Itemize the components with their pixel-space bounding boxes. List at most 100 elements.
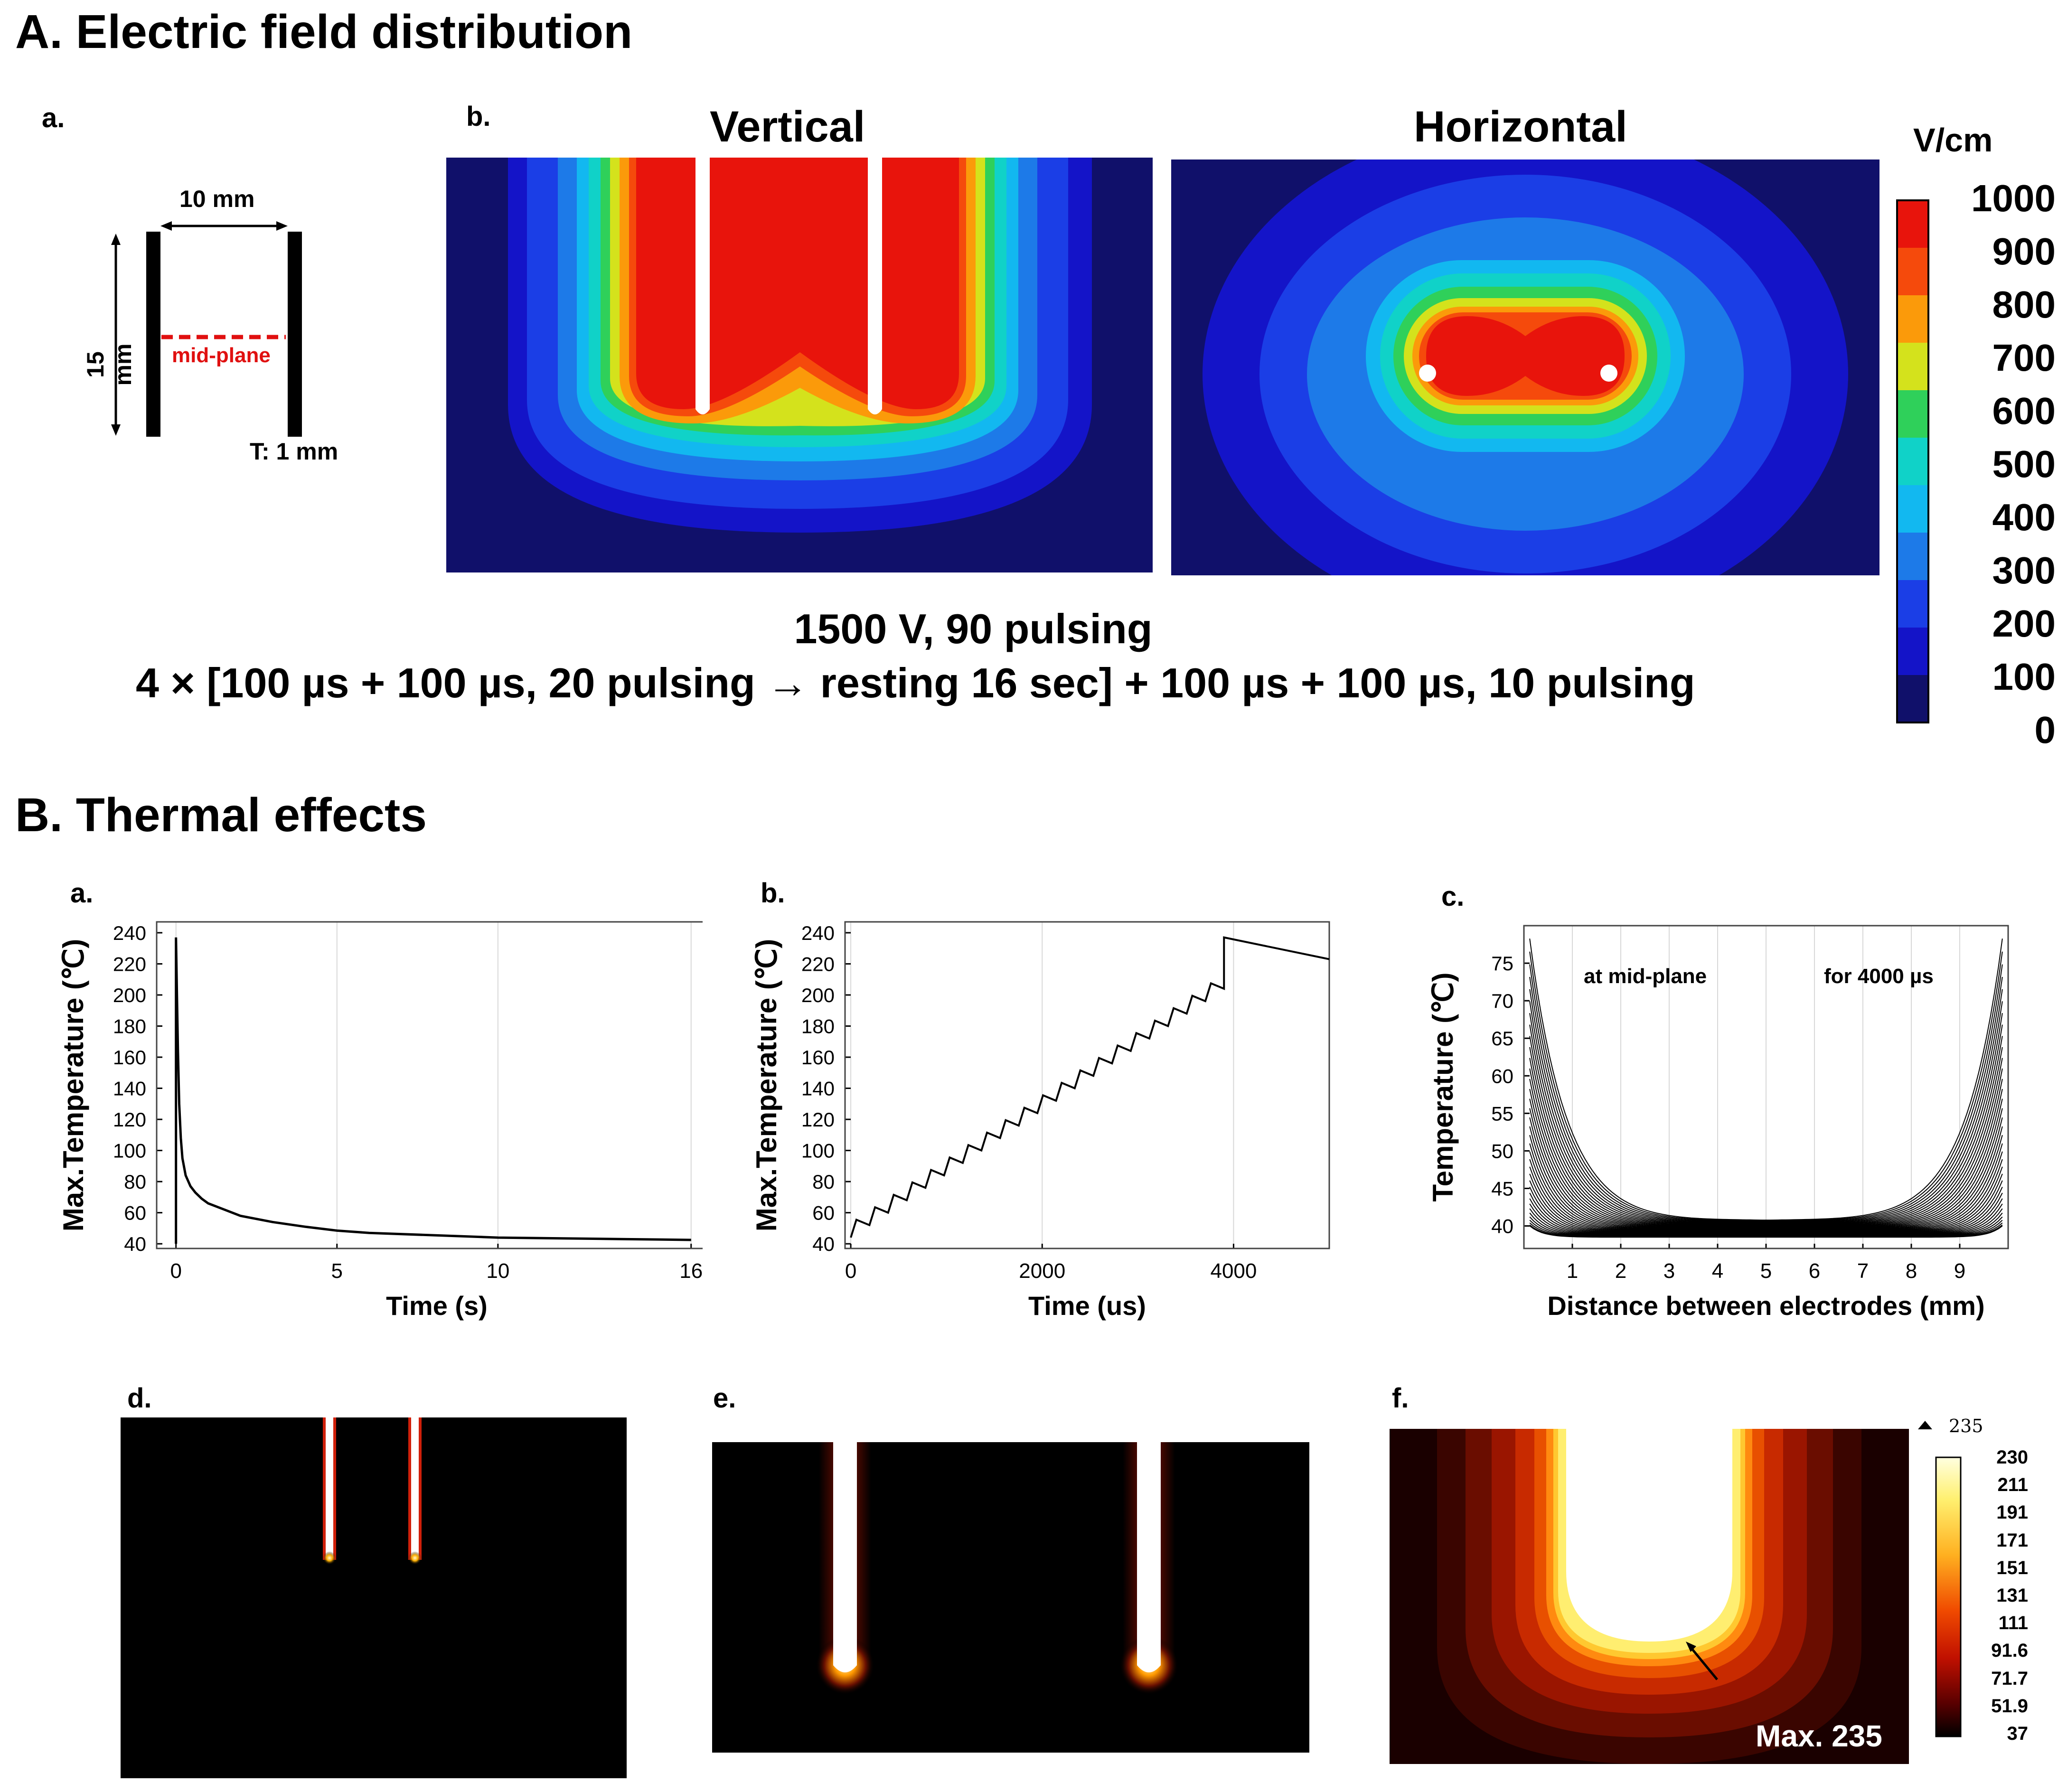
y-tick-label: 100 (113, 1140, 146, 1162)
y-tick-label: 45 (1491, 1177, 1513, 1200)
chart-temp-vs-time-us: 0 2000 4000 40 60 80 100 120 140 160 180 200 220 240 T… (751, 921, 1330, 1321)
x-tick-label: 0 (170, 1259, 181, 1283)
heatmap-e (712, 1442, 1309, 1753)
x-axis-label: Time (s) (386, 1291, 488, 1321)
y-tick-label: 80 (124, 1171, 146, 1193)
plot-frame (844, 921, 1330, 1249)
panel-a-letter: a. (42, 103, 65, 133)
colorbar-segment (1897, 675, 1928, 723)
y-tick-label: 50 (1491, 1140, 1513, 1162)
series-line (1529, 1079, 2003, 1227)
colorbar-unit: V/cm (1913, 122, 1993, 159)
y-tick-label: 80 (812, 1171, 835, 1193)
colorbar-tick-label: 800 (1992, 283, 2056, 326)
section-a-title: A. Electric field distribution (15, 5, 633, 58)
y-tick-label: 100 (801, 1140, 835, 1162)
plot-frame (1523, 925, 2009, 1249)
panel-bd-letter: d. (127, 1383, 152, 1414)
y-tick-label: 160 (801, 1046, 835, 1069)
series-line (1529, 1098, 2003, 1229)
panel-bc-letter: c. (1441, 881, 1465, 912)
y-tick-label: 120 (113, 1108, 146, 1131)
colorbar-segment (1897, 200, 1928, 248)
y-tick-label: 60 (812, 1202, 835, 1224)
x-tick-label: 9 (1954, 1259, 1965, 1283)
x-tick-label: 7 (1857, 1259, 1869, 1283)
colorbar-tick-label: 200 (1992, 602, 2056, 645)
colorbar-segment (1897, 580, 1928, 628)
series-line (1529, 964, 2003, 1222)
colorbar-tick-label: 300 (1992, 549, 2056, 591)
y-tick-label: 180 (113, 1015, 146, 1038)
colorbar-tick-label: 500 (1992, 443, 2056, 485)
colorbar-top-marker: 235 (1949, 1416, 1983, 1436)
y-tick-label: 200 (801, 984, 835, 1006)
colorbar-tick-label: 600 (1992, 390, 2056, 432)
heatmap-f (1390, 1429, 1909, 1764)
panel-bb-letter: b. (761, 878, 785, 909)
heatmap-d (121, 1417, 627, 1778)
x-tick-label: 10 (486, 1259, 509, 1283)
colorbar-segment (1897, 628, 1928, 676)
series-line (1529, 989, 2003, 1223)
x-axis-label: Distance between electrodes (mm) (1547, 1291, 1984, 1321)
series-line (1529, 951, 2003, 1221)
thickness-label: T: 1 mm (250, 438, 338, 465)
vertical-field-map (446, 158, 1153, 572)
y-tick-label: 120 (801, 1108, 835, 1131)
y-tick-label: 240 (801, 922, 835, 944)
colorbar-segment (1897, 390, 1928, 438)
thermal-colorbar-tick: 51.9 (1991, 1695, 2028, 1717)
x-tick-label: 3 (1663, 1259, 1675, 1283)
y-tick-label: 55 (1491, 1102, 1513, 1125)
x-tick-label: 6 (1809, 1259, 1820, 1283)
x-tick-label: 5 (331, 1259, 343, 1283)
vertical-electrode-left (695, 158, 710, 414)
thermal-colorbar-tick: 191 (1996, 1502, 2028, 1523)
series-line (1529, 1036, 2003, 1225)
panel-bf-letter: f. (1392, 1383, 1409, 1414)
gap-label: 10 mm (179, 186, 255, 212)
colorbar-segment (1897, 438, 1928, 486)
panel-ba-letter: a. (70, 878, 94, 909)
thermal-colorbar (1935, 1456, 1962, 1737)
series-line (1529, 938, 2003, 1221)
colorbar-tick-label: 1000 (1971, 177, 2056, 219)
y-tick-label: 180 (801, 1015, 835, 1038)
y-axis-label: Temperature (℃) (1427, 972, 1459, 1201)
colorbar-segment (1897, 485, 1928, 533)
height-arrow-bottom (111, 424, 121, 436)
colorbar-tick-label: 400 (1992, 496, 2056, 538)
panel-be-letter: e. (713, 1383, 736, 1414)
thermal-colorbar-tick: 211 (1997, 1474, 2028, 1496)
midplane-label: mid-plane (172, 344, 271, 367)
colorbar-tick-label: 0 (2034, 709, 2056, 751)
y-axis-label: Max.Temperature (℃) (751, 939, 782, 1231)
x-tick-label: 4000 (1210, 1259, 1257, 1283)
y-tick-label: 60 (124, 1202, 146, 1224)
thermal-colorbar-tick: 171 (1996, 1529, 2028, 1551)
series-line (1529, 1198, 2003, 1235)
x-axis-label: Time (us) (1028, 1291, 1146, 1321)
max-marker-icon (1918, 1421, 1932, 1429)
horizontal-field-map (1171, 159, 1879, 575)
series-line (1529, 1108, 2003, 1229)
x-tick-label: 5 (1760, 1259, 1772, 1283)
colorbar-tick-label: 900 (1992, 230, 2056, 272)
thermal-colorbar-tick: 71.7 (1991, 1668, 2028, 1689)
series-line (1529, 1192, 2003, 1234)
y-tick-label: 140 (801, 1078, 835, 1100)
thermal-colorbar-tick: 91.6 (1991, 1640, 2028, 1661)
y-tick-label: 60 (1491, 1065, 1513, 1087)
x-tick-label: 2000 (1019, 1259, 1065, 1283)
series-line (1529, 1058, 2003, 1226)
gap-arrow-left (160, 221, 172, 231)
series-line (1529, 1186, 2003, 1234)
colorbar-segment (1897, 295, 1928, 343)
vertical-title: Vertical (710, 103, 865, 151)
right-electrode (288, 232, 302, 437)
series-line (1529, 976, 2003, 1222)
max-temp-label: Max. 235 (1756, 1719, 1882, 1753)
y-tick-label: 40 (812, 1233, 835, 1255)
x-tick-label: 1 (1567, 1259, 1578, 1283)
